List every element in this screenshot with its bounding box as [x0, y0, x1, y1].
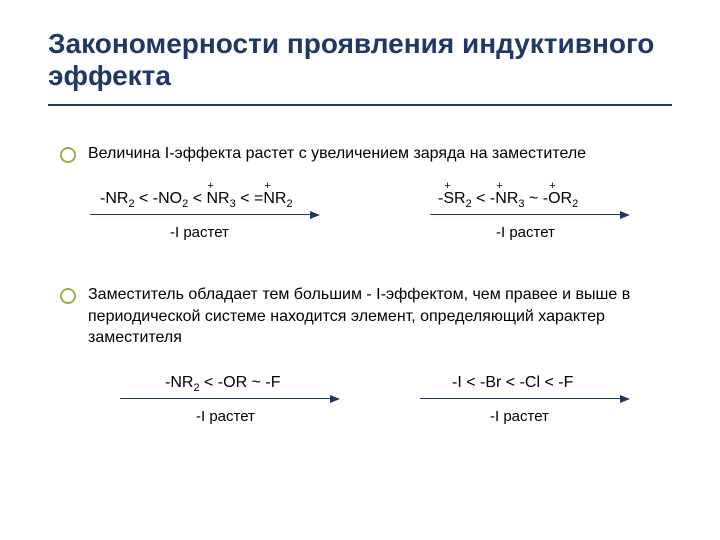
arrow-1-left-label: -I растет	[170, 224, 229, 241]
bullet-icon	[60, 288, 76, 304]
slide-title: Закономерности проявления индуктивного э…	[48, 28, 672, 92]
section1-text: Величина I-эффекта растет с увеличением …	[88, 143, 648, 165]
arrow-1-right-label: -I растет	[496, 224, 555, 241]
formula-2-right: -I < -Br < -Cl < -F	[452, 374, 573, 392]
formula-1-left: -NR2 < -NO2 < N+R3 < =N+R2	[100, 190, 293, 210]
formula-1-right: -S+R2 < -N+R3 ~ -O+R2	[438, 190, 578, 210]
arrow-2-left-label: -I растет	[196, 408, 255, 425]
arrow-2-right-label: -I растет	[490, 408, 549, 425]
formula-2-left: -NR2 < -OR ~ -F	[165, 374, 280, 394]
section2-text: Заместитель обладает тем большим - I-эфф…	[88, 284, 658, 349]
title-underline	[48, 104, 672, 106]
bullet-icon	[60, 147, 76, 163]
